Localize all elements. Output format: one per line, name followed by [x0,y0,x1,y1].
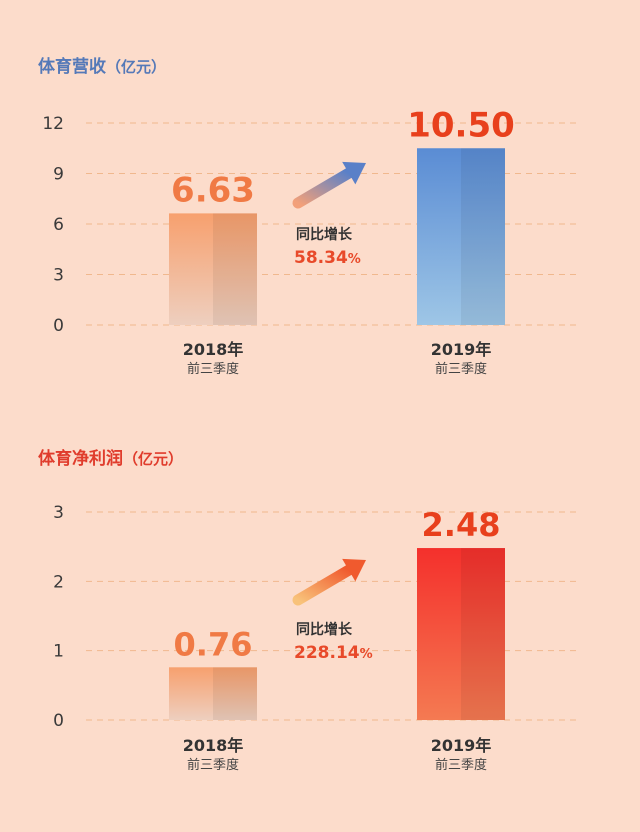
x-category-label: 2019年 [431,736,492,755]
growth-value: 228.14% [294,643,373,663]
x-category-sublabel: 前三季度 [187,361,239,377]
x-category-sublabel: 前三季度 [187,757,239,773]
growth-arrow-head-icon [342,558,366,582]
bar-value-label: 0.76 [174,625,253,663]
growth-arrow-icon [292,167,355,209]
y-tick-label: 9 [53,165,64,185]
x-category-label: 2018年 [183,340,244,359]
x-category-sublabel: 前三季度 [435,361,487,377]
bar-2019年 [417,148,505,325]
revenue-title-text: 体育营收 [38,57,106,77]
growth-label: 同比增长 [296,621,353,638]
y-tick-label: 0 [53,316,64,336]
y-tick-label: 3 [53,503,64,523]
x-category-label: 2019年 [431,340,492,359]
y-tick-label: 3 [53,266,64,286]
revenue-title-unit: （亿元） [106,58,167,76]
profit-title-unit: （亿元） [123,450,184,468]
bar-value-label: 2.48 [422,506,501,544]
growth-label: 同比增长 [296,226,353,243]
profit-chart-title: 体育净利润（亿元） [38,444,183,469]
bar-value-label: 10.50 [407,105,515,145]
growth-arrow-head-icon [342,161,366,185]
bar-shade [461,548,505,720]
y-tick-label: 2 [53,572,64,592]
bar-value-label: 6.63 [171,170,255,210]
bar-2019年 [417,548,505,720]
bar-shade [213,667,257,720]
growth-value: 58.34% [294,248,361,268]
profit-title-text: 体育净利润 [38,449,123,469]
bar-2018年 [169,213,257,325]
bar-2018年 [169,667,257,720]
bar-shade [461,148,505,325]
y-tick-label: 6 [53,215,64,235]
y-tick-label: 0 [53,711,64,731]
y-tick-label: 1 [53,642,64,662]
profit-chart-panel: 体育净利润（亿元） 0 1 2 3 0.76 2018年前三季度 2.48 2019年前三季度… [0,400,640,832]
y-tick-label: 12 [42,114,64,134]
revenue-chart-title: 体育营收（亿元） [38,52,166,77]
x-category-label: 2018年 [183,736,244,755]
bar-shade [213,213,257,325]
x-category-sublabel: 前三季度 [435,757,487,773]
growth-arrow-icon [292,564,355,606]
revenue-chart-panel: 体育营收（亿元） 0 3 6 9 12 6.63 2018年前三季度 10.50 2019年前三… [0,0,640,400]
